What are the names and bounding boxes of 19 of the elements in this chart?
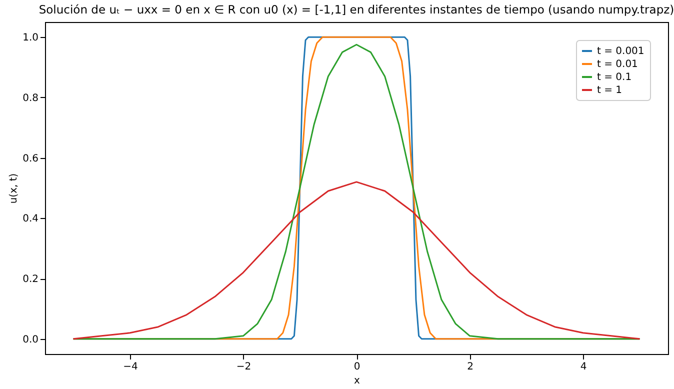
y-tick-label: 0.4 <box>22 214 38 225</box>
x-tick-label: −4 <box>123 362 138 372</box>
x-tick-label: 4 <box>580 362 587 372</box>
x-axis-title: x <box>354 376 360 386</box>
legend-label: t = 0.1 <box>597 72 632 83</box>
legend-label: t = 1 <box>597 85 622 96</box>
y-tick-label: 1.0 <box>22 32 38 44</box>
x-tick-label: 2 <box>467 362 474 372</box>
x-tick-label: 0 <box>354 362 360 372</box>
chart-title: Solución de uₜ − uxx = 0 en x ∈ R con u0 (x) = [-1,1] en diferentes instantes de tiempo (usando numpy.trapz) <box>38 2 674 16</box>
y-tick-label: 0.2 <box>22 274 38 286</box>
y-tick-label: 0.0 <box>22 334 38 346</box>
y-tick-label: 0.6 <box>22 153 38 164</box>
y-axis-title: u(x, t) <box>8 173 20 204</box>
x-tick-label: −2 <box>236 362 252 372</box>
legend-label: t = 0.001 <box>597 46 644 57</box>
legend-label: t = 0.01 <box>597 59 638 70</box>
line-series <box>72 181 640 340</box>
y-tick-label: 0.8 <box>22 92 38 104</box>
